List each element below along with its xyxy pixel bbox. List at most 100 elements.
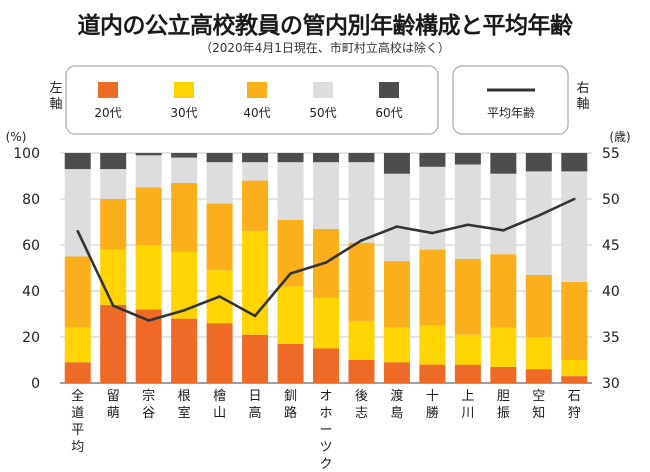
bar-segment-20s [454, 364, 481, 383]
average-age-point [324, 261, 328, 264]
bar-segment-60s [383, 153, 410, 174]
bar-segment-30s [348, 320, 375, 360]
bar-segment-30s [277, 286, 304, 344]
bar-segment-60s [490, 153, 517, 174]
bar-segment-50s [383, 173, 410, 262]
bar-segment-50s [525, 171, 552, 275]
bar-segment-50s [171, 157, 198, 183]
bar-segment-60s [454, 153, 481, 165]
bar-segment-20s [64, 362, 91, 383]
legend-swatch-20s [98, 82, 118, 98]
legend-label-50s: 50代 [309, 106, 336, 120]
average-age-point [182, 309, 186, 312]
legend-swatch-50s [313, 82, 333, 98]
bar-segment-20s [383, 362, 410, 383]
bar-segment-20s [525, 369, 552, 383]
bar-segment-30s [419, 325, 446, 365]
bar-segment-60s [277, 153, 304, 163]
bar-segment-40s [277, 219, 304, 287]
bar-segment-50s [206, 162, 233, 204]
right-tick-label: 55 [602, 146, 620, 162]
average-age-point [253, 314, 257, 318]
bar-segment-50s [348, 162, 375, 243]
bar-segment-60s [348, 153, 375, 163]
bar-segment-40s [100, 199, 127, 250]
chart-title: 道内の公立高校教員の管内別年齢構成と平均年齢 [77, 13, 574, 39]
left-tick-label: 20 [22, 330, 40, 346]
category-label: 胆振 [497, 389, 510, 421]
chart-subtitle: （2020年4月1日現在、市町村立高校は除く） [200, 41, 450, 55]
category-label: 留萌 [107, 389, 120, 421]
average-age-point [431, 231, 434, 235]
bar-segment-60s [525, 153, 552, 172]
bar-segment-40s [135, 187, 162, 245]
bar-segment-40s [490, 254, 517, 328]
bar-segment-20s [171, 318, 198, 383]
category-label: オホーツク [319, 389, 332, 472]
bar-segment-50s [277, 162, 304, 220]
legend-label-60s: 60代 [375, 106, 402, 120]
bar-segment-40s [206, 203, 233, 271]
right-tick-label: 35 [602, 330, 620, 346]
bar-segment-40s [383, 261, 410, 328]
bar-segment-30s [171, 251, 198, 319]
bar-segment-60s [206, 153, 233, 163]
average-age-point [502, 228, 505, 232]
category-label: 日高 [249, 389, 262, 421]
bar-segment-30s [135, 245, 162, 310]
bar-segment-30s [561, 360, 588, 377]
legend-label-20s: 20代 [94, 106, 121, 120]
bar-segment-30s [100, 249, 127, 305]
right-axis-label-char: 右 [576, 81, 589, 96]
bar-segment-40s [419, 249, 446, 326]
bar-segment-40s [171, 182, 198, 252]
bar-segment-60s [242, 153, 269, 163]
bar-segment-60s [313, 153, 339, 163]
right-tick-label: 45 [602, 238, 620, 254]
right-tick-label: 30 [602, 376, 620, 392]
legend-swatch-40s [247, 82, 267, 98]
category-label: 根室 [178, 389, 191, 421]
average-age-point [111, 304, 115, 308]
bar-segment-40s [525, 274, 552, 337]
average-age-point [76, 229, 80, 233]
right-tick-label: 50 [602, 192, 620, 208]
legend-frame-age-groups [65, 65, 439, 135]
bar-segment-60s [561, 153, 588, 172]
bar-segment-20s [419, 364, 446, 383]
bar-segment-20s [277, 343, 304, 383]
bar-segment-40s [454, 258, 481, 335]
bar-segment-30s [454, 334, 481, 365]
bar-segment-30s [64, 327, 91, 363]
category-label: 十勝 [426, 389, 439, 421]
average-age-point [572, 197, 576, 201]
bar-segment-20s [490, 366, 517, 383]
bar-segment-30s [383, 327, 410, 363]
bar-segment-50s [313, 162, 339, 229]
bar-segment-50s [419, 166, 446, 250]
bar-segment-50s [490, 173, 517, 255]
category-label: 石狩 [568, 389, 581, 421]
legend-label-30s: 30代 [170, 106, 197, 120]
category-label: 釧路 [284, 389, 297, 421]
average-age-point [147, 319, 150, 322]
bar-segment-60s [135, 153, 162, 156]
left-axis-label-char: 軸 [49, 97, 62, 112]
left-tick-label: 60 [22, 238, 40, 254]
category-label: 空知 [532, 389, 545, 421]
bar-segment-40s [242, 180, 269, 232]
average-age-point [395, 225, 399, 228]
bar-segment-50s [561, 171, 588, 282]
average-age-point [537, 214, 541, 217]
legend-frame-average-age [452, 65, 569, 135]
bar-segment-20s [348, 360, 375, 383]
right-tick-label: 40 [602, 284, 620, 300]
category-label: 後志 [355, 389, 368, 421]
left-axis-unit: (%) [6, 130, 27, 144]
bar-segment-20s [100, 304, 127, 383]
average-age-point [466, 223, 470, 227]
bar-segment-30s [525, 337, 552, 370]
bar-segment-60s [419, 153, 446, 167]
bar-segment-40s [561, 281, 588, 360]
